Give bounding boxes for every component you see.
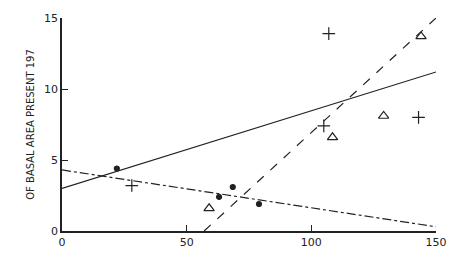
svg-text:15: 15	[44, 12, 58, 25]
svg-text:10: 10	[44, 83, 58, 96]
svg-text:0: 0	[59, 236, 66, 249]
svg-text:50: 50	[180, 236, 194, 249]
svg-text:100: 100	[301, 236, 322, 249]
svg-text:OF BASAL AREA PRESENT 197: OF BASAL AREA PRESENT 197	[25, 49, 36, 200]
svg-text:0: 0	[51, 225, 58, 238]
svg-text:150: 150	[426, 236, 447, 249]
svg-text:5: 5	[51, 154, 58, 167]
